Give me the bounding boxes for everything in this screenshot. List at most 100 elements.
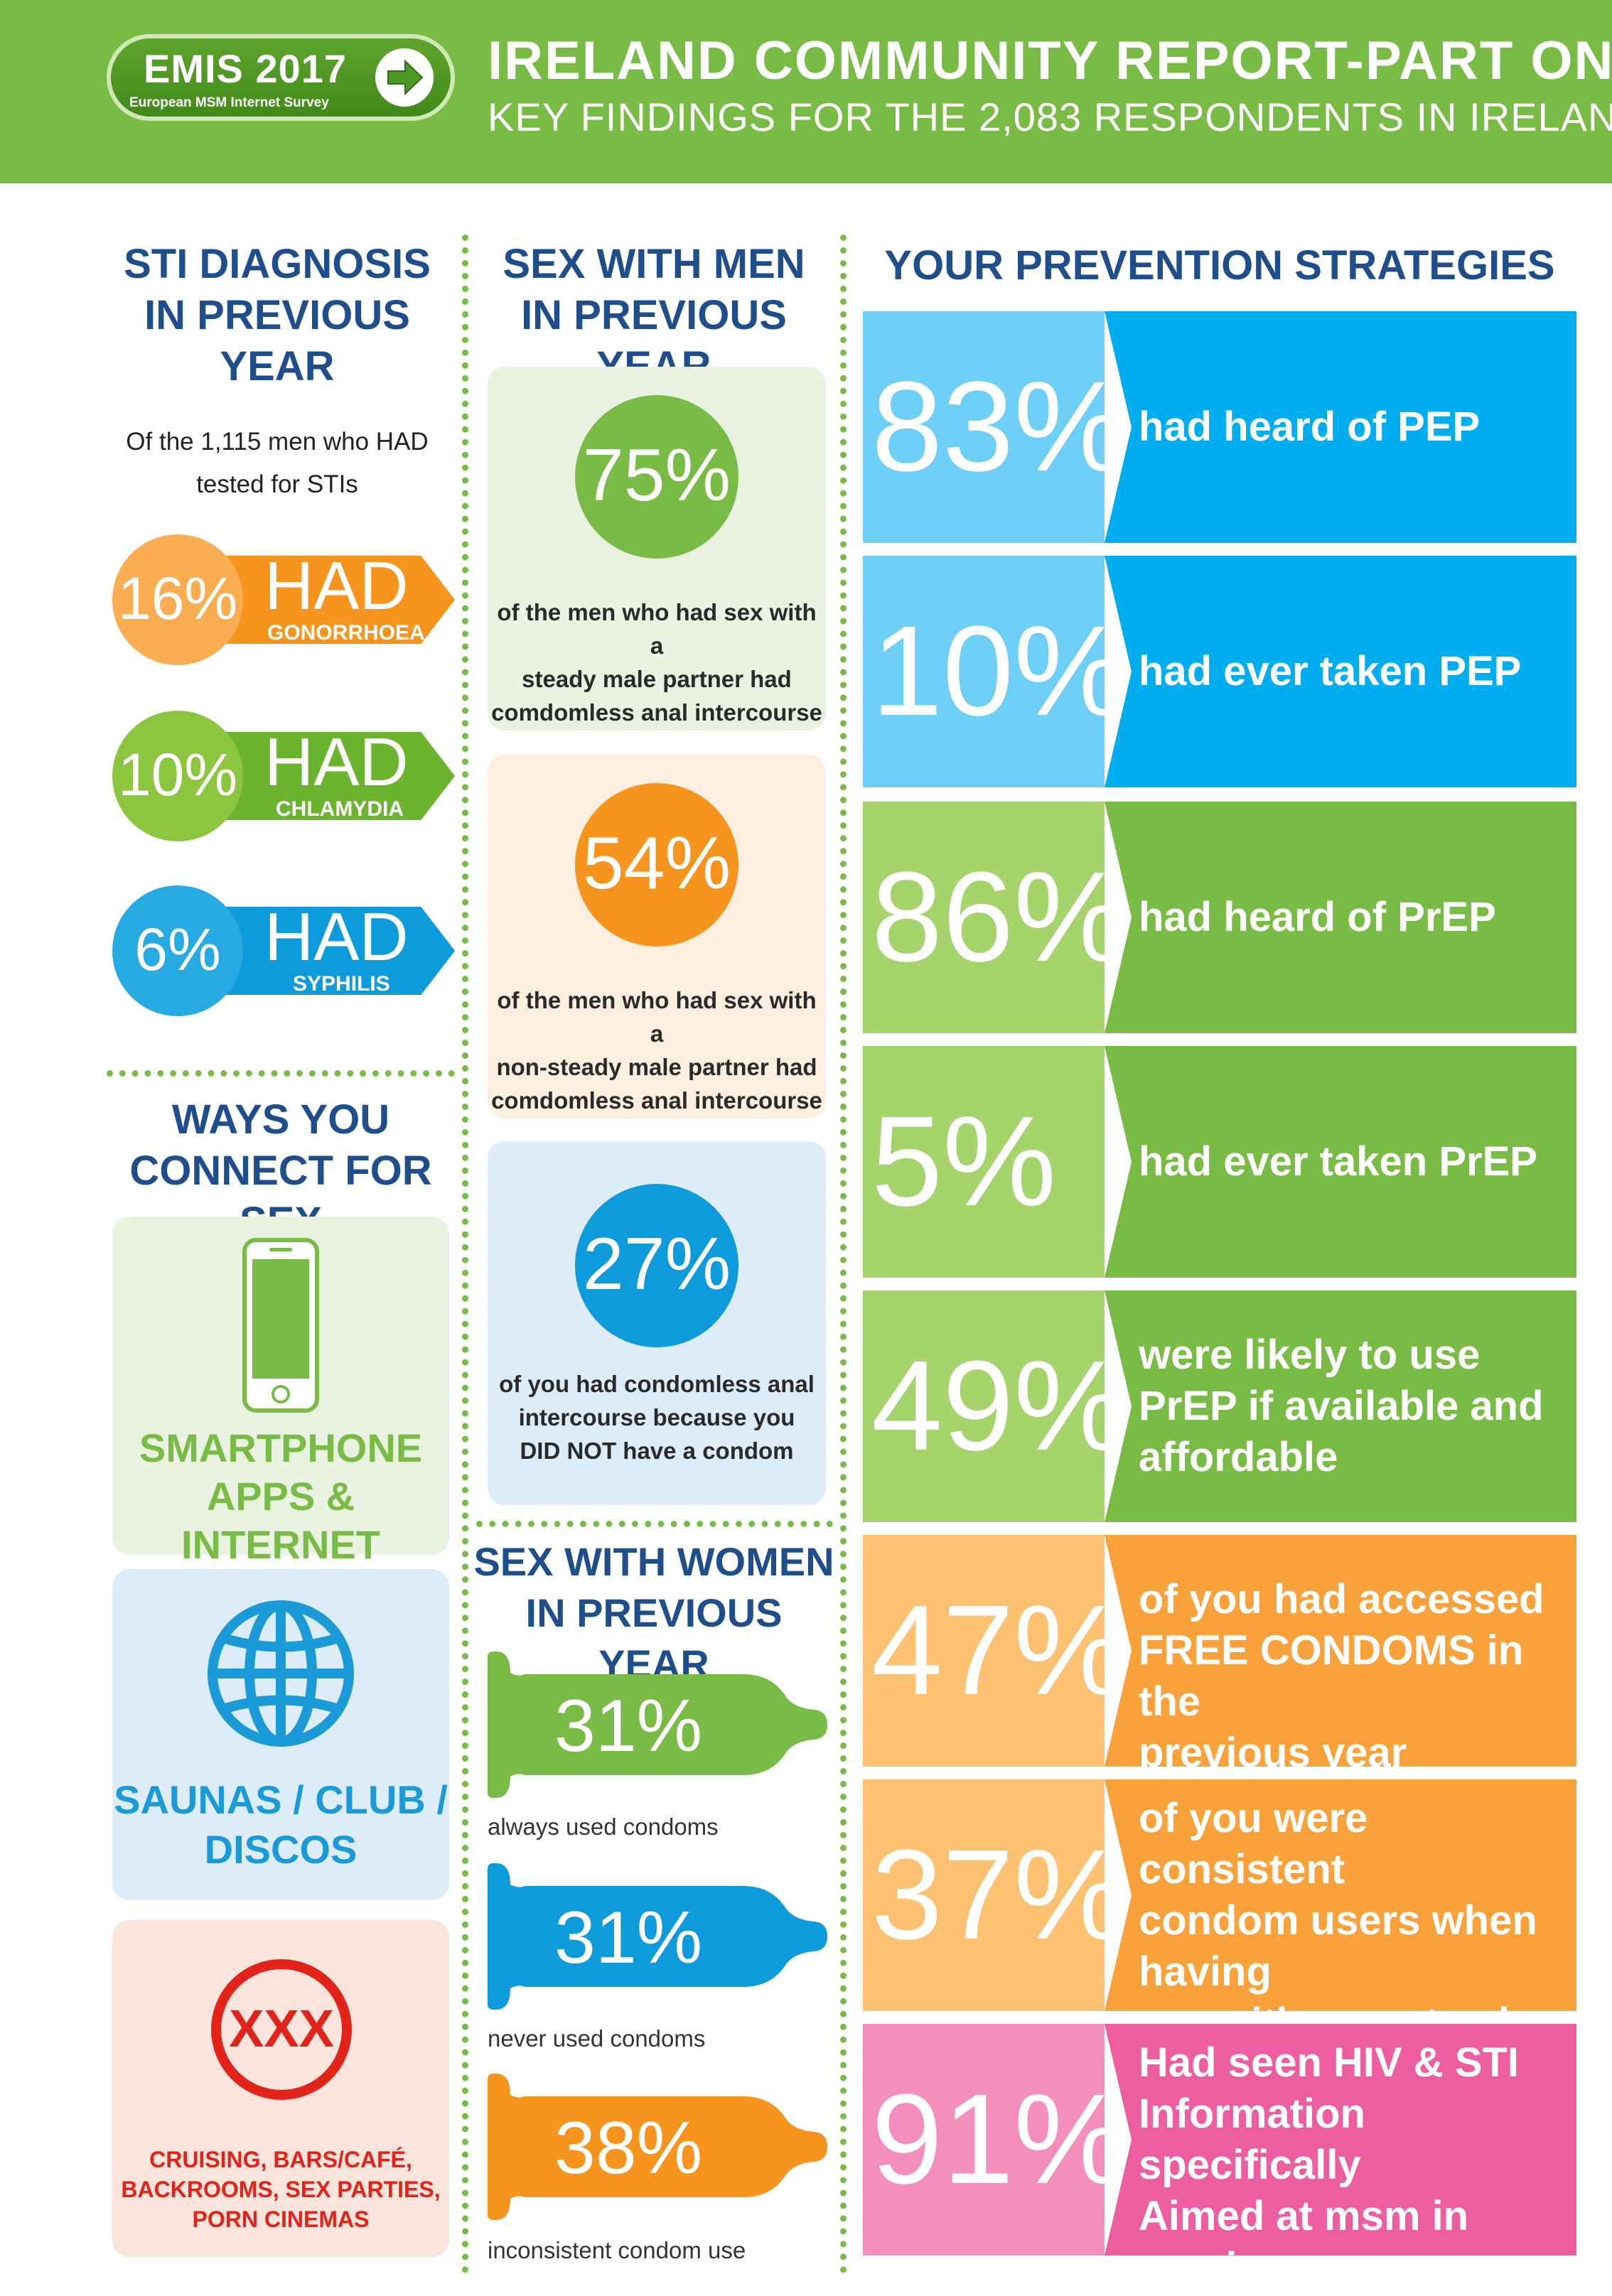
- prevention-text-line: were likely to use: [1139, 1332, 1481, 1378]
- prevention-percent: 5%: [871, 1090, 1057, 1233]
- connect-card-saunas: SAUNAS / CLUB / DISCOS: [112, 1569, 449, 1900]
- sti-row-gonorrhoea: 16% HAD GONORRHOEA: [107, 534, 455, 665]
- condom-stat-never: 31% never used condoms: [488, 1863, 829, 2052]
- prevention-row: 83% had heard of PEP: [863, 311, 1576, 543]
- row-accent: [863, 2024, 1105, 2255]
- row-accent: [863, 802, 1105, 1033]
- stat-percent: 27%: [582, 1223, 731, 1305]
- prevention-section-title: YOUR PREVENTION STRATEGIES: [884, 242, 1555, 289]
- row-accent: [863, 1290, 1105, 1522]
- sex-women-section-title: SEX WITH WOMEN IN PREVIOUS YEAR: [473, 1539, 834, 1686]
- prevention-text: were likely to use PrEP if available and a…: [1139, 1330, 1565, 1483]
- prevention-text: Had seen HIV & STI Information specifical…: [1139, 2037, 1565, 2293]
- stat-text: of the men who had sex with a steady mal…: [491, 599, 822, 726]
- stat-text: of the men who had sex with a non-steady…: [491, 987, 822, 1114]
- prevention-text-line: FREE CONDOMS in the: [1139, 1627, 1524, 1725]
- page-title: IRELAND COMMUNITY REPORT-PART ONE: [488, 31, 1612, 91]
- sti-percent: 10%: [117, 741, 238, 808]
- sti-had: HAD: [264, 724, 409, 800]
- condom-percent: 31%: [554, 1897, 703, 1979]
- condom-percent: 31%: [554, 1685, 703, 1767]
- prevention-text-line: had ever taken PEP: [1139, 648, 1522, 694]
- row-band: [1105, 1779, 1576, 2011]
- sti-banner: [213, 732, 455, 820]
- prevention-percent: 86%: [871, 846, 1128, 988]
- prevention-row: 86% had heard of PrEP: [863, 802, 1576, 1033]
- sex-men-card: 27% of you had condomless anal intercour…: [488, 1141, 826, 1505]
- condom-icon: [488, 2074, 829, 2224]
- sti-row-chlamydia: 10% HAD CHLAMYDIA: [107, 711, 455, 841]
- prevention-row: 91% Had seen HIV & STI Information specifi…: [863, 2024, 1576, 2290]
- sti-row-syphilis: 6% HAD SYPHILIS: [107, 885, 455, 1016]
- sti-banner: [213, 907, 455, 995]
- row-accent: [863, 1535, 1105, 1767]
- prevention-text-line: previous year: [1139, 1730, 1407, 1776]
- sti-banner: [213, 556, 455, 644]
- row-accent: [863, 1779, 1105, 2011]
- column-separator: [462, 235, 468, 2274]
- stat-circle: [575, 783, 738, 947]
- condom-icon: [488, 1651, 829, 1801]
- prevention-text-line: previous year: [1139, 2244, 1407, 2290]
- section-separator: [476, 1521, 833, 1527]
- row-band: [1105, 1290, 1576, 1522]
- emis-badge: EMIS 2017 European MSM Internet Survey: [107, 34, 455, 121]
- condom-label: inconsistent condom use: [488, 2237, 746, 2263]
- page-subtitle: KEY FINDINGS FOR THE 2,083 RESPONDENTS I…: [488, 95, 1612, 139]
- prevention-percent: 49%: [871, 1335, 1128, 1477]
- connect-section-title: WAYS YOU CONNECT FOR SEX: [129, 1096, 432, 1245]
- prevention-text-line: of you were consistent: [1139, 1795, 1368, 1892]
- sti-circle: [112, 711, 243, 841]
- prevention-percent: 47%: [871, 1579, 1128, 1722]
- condom-icon: [488, 1863, 829, 2013]
- svg-text:XXX: XXX: [229, 1999, 334, 2058]
- prevention-text: had ever taken PrEP: [1139, 1136, 1565, 1187]
- row-accent: [863, 311, 1105, 543]
- stat-circle: [575, 395, 738, 559]
- globe-icon: [206, 1599, 355, 1752]
- column-separator: [840, 235, 847, 2274]
- sti-circle: [112, 885, 243, 1016]
- row-band: [1105, 2024, 1576, 2255]
- prevention-text-line: of you had accessed: [1139, 1576, 1544, 1622]
- prevention-text: had heard of PEP: [1139, 401, 1565, 453]
- row-band: [1105, 802, 1576, 1033]
- condom-label: always used condoms: [488, 1813, 719, 1840]
- section-separator: [107, 1070, 455, 1077]
- condom-percent: 38%: [554, 2107, 703, 2189]
- sti-name: SYPHILIS: [293, 972, 390, 996]
- sti-section-title: STI DIAGNOSIS IN PREVIOUS YEAR: [124, 241, 431, 389]
- connect-label: SMARTPHONE APPS & INTERNET: [139, 1425, 423, 1567]
- prevention-row: 10% had ever taken PEP: [863, 556, 1576, 787]
- smartphone-icon: [242, 1238, 319, 1416]
- prevention-text-line: Information specifically: [1139, 2091, 1365, 2188]
- prevention-row: 47% of you had accessed FREE CONDOMS in th…: [863, 1535, 1576, 1776]
- prevention-text: had ever taken PEP: [1139, 646, 1565, 697]
- row-band: [1105, 556, 1576, 787]
- row-band: [1105, 1535, 1576, 1767]
- row-accent: [863, 556, 1105, 787]
- sti-percent: 16%: [117, 565, 238, 632]
- prevention-percent: 37%: [871, 1823, 1128, 1966]
- prevention-text-line: Had seen HIV & STI: [1139, 2039, 1520, 2086]
- header-bar: EMIS 2017 European MSM Internet Survey I…: [0, 0, 1612, 183]
- connect-card-cruising: XXX CRUISING, BARS/CAFÉ, BACKROOMS, SEX …: [112, 1920, 449, 2257]
- badge-title: EMIS 2017: [144, 46, 348, 91]
- condom-stat-always: 31% always used condoms: [488, 1651, 829, 1840]
- sti-had: HAD: [264, 548, 409, 624]
- sti-had: HAD: [264, 899, 409, 975]
- prevention-percent: 91%: [871, 2068, 1128, 2211]
- prevention-text-line: had ever taken PrEP: [1139, 1138, 1537, 1185]
- sex-men-card: 54% of the men who had sex with a non-st…: [488, 755, 826, 1119]
- prevention-text-line: PrEP if available and: [1139, 1383, 1544, 1429]
- prevention-percent: 10%: [871, 600, 1128, 743]
- stat-circle: [575, 1184, 738, 1347]
- prevention-text-line: had heard of PrEP: [1139, 894, 1496, 940]
- stat-percent: 54%: [582, 822, 731, 905]
- prevention-text-line: condom users when having: [1139, 1897, 1537, 1995]
- sti-intro: Of the 1,115 men who HAD tested for STIs: [126, 428, 429, 498]
- badge-subtitle: European MSM Internet Survey: [129, 95, 329, 110]
- stat-text: of you had condomless anal intercourse b…: [499, 1371, 815, 1464]
- connect-label: CRUISING, BARS/CAFÉ, BACKROOMS, SEX PART…: [121, 2147, 441, 2232]
- prevention-row: 37% of you were consistent condom users wh…: [863, 1779, 1576, 2199]
